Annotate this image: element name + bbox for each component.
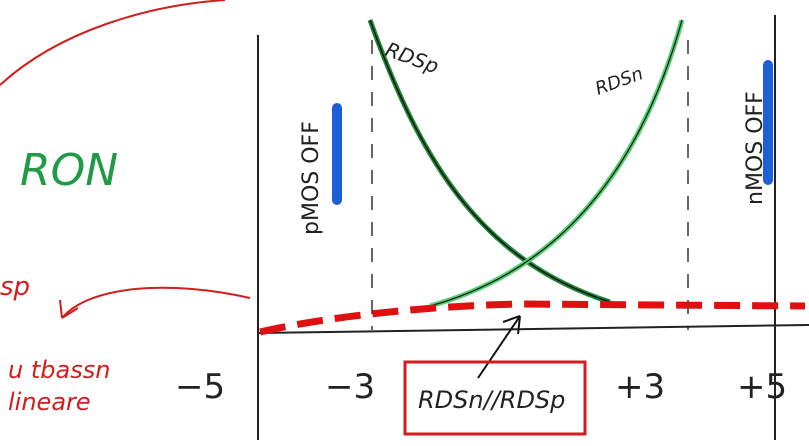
side-note: sp xyxy=(0,272,30,302)
red-arrow-head xyxy=(60,300,78,318)
axis-tick-label: +5 xyxy=(737,367,787,407)
parallel-curve xyxy=(260,304,805,332)
blue-marker xyxy=(332,103,342,205)
result-label: RDSn//RDSp xyxy=(418,386,565,414)
red-stroke xyxy=(0,0,225,85)
axis-tick-label: −3 xyxy=(325,367,375,407)
curve-label: RDSn xyxy=(593,63,646,100)
rdsn-curve xyxy=(430,20,682,306)
sketch: RON pMOS OFF nMOS OFF RDSp RDSn −5 −3 +3… xyxy=(0,0,809,446)
title: RON xyxy=(20,145,118,196)
side-note: u tbassn xyxy=(8,356,110,384)
x-axis xyxy=(258,325,809,333)
region-label: pMOS OFF xyxy=(299,121,324,235)
rdsn-curve xyxy=(430,20,682,306)
axis-tick-label: −5 xyxy=(175,367,225,407)
region-label: nMOS OFF xyxy=(743,91,768,205)
axis-tick-label: +3 xyxy=(615,367,665,407)
side-note: lineare xyxy=(8,388,91,416)
red-arrow xyxy=(62,288,250,318)
pointer-arrow xyxy=(478,316,520,378)
